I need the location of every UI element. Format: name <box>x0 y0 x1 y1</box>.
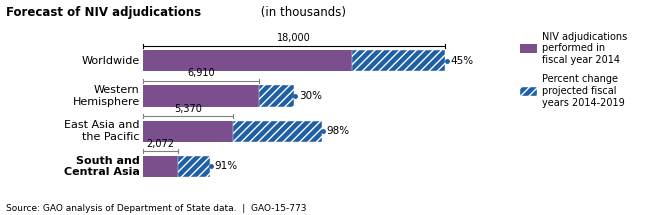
Bar <box>143 85 259 106</box>
Bar <box>143 121 233 142</box>
Text: South and
Central Asia: South and Central Asia <box>64 155 140 177</box>
Bar <box>352 50 445 71</box>
Text: East Asia and
the Pacific: East Asia and the Pacific <box>64 120 140 142</box>
Bar <box>178 156 209 177</box>
Text: 2,072: 2,072 <box>146 139 174 149</box>
Text: 6,910: 6,910 <box>187 68 215 78</box>
Bar <box>143 156 178 177</box>
Legend: NIV adjudications
performed in
fiscal year 2014, Percent change
projected fiscal: NIV adjudications performed in fiscal ye… <box>520 32 627 108</box>
Text: 98%: 98% <box>326 126 350 136</box>
Text: Source: GAO analysis of Department of State data.  |  GAO-15-773: Source: GAO analysis of Department of St… <box>6 204 307 213</box>
Bar <box>259 85 294 106</box>
Text: (in thousands): (in thousands) <box>257 6 346 19</box>
Text: Forecast of NIV adjudications: Forecast of NIV adjudications <box>6 6 202 19</box>
Text: 5,370: 5,370 <box>174 104 202 114</box>
Text: 91%: 91% <box>214 161 237 171</box>
Bar <box>233 121 322 142</box>
Text: 30%: 30% <box>298 91 322 101</box>
Text: 45%: 45% <box>450 56 473 66</box>
Text: 18,000: 18,000 <box>278 33 311 43</box>
Bar <box>143 50 352 71</box>
Text: Worldwide: Worldwide <box>81 56 140 66</box>
Text: Western
Hemisphere: Western Hemisphere <box>72 85 140 107</box>
